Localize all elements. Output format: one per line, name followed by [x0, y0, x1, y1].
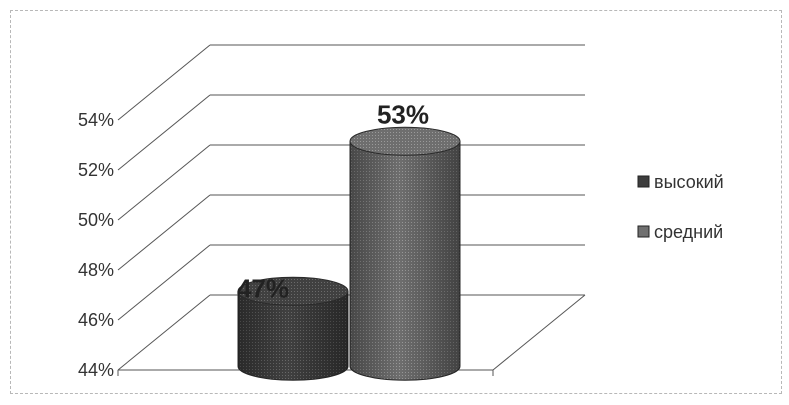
y-tick-label: 52%	[78, 160, 114, 180]
legend: высокий средний	[637, 172, 724, 242]
gridline-side	[117, 244, 211, 321]
data-label: 47%	[237, 273, 289, 303]
legend-label: средний	[654, 222, 723, 242]
y-tick-label: 48%	[78, 260, 114, 280]
floor-right-edge	[492, 294, 586, 371]
legend-label: высокий	[654, 172, 724, 192]
legend-swatch	[637, 225, 650, 238]
gridline-side	[117, 294, 211, 371]
data-labels: 47% 53%	[237, 99, 429, 303]
bar-shading	[238, 291, 348, 381]
bar-shading	[350, 141, 460, 381]
bar-высокий	[237, 276, 349, 381]
bar-top	[237, 276, 349, 306]
bar-top	[349, 126, 461, 156]
y-tick-label: 50%	[78, 210, 114, 230]
gridline-side	[117, 144, 211, 221]
gridline-side	[117, 44, 211, 121]
y-tick-label: 46%	[78, 310, 114, 330]
chart-frame	[10, 10, 782, 394]
gridline-side	[117, 194, 211, 271]
bars	[237, 126, 461, 381]
bar-средний	[349, 126, 461, 381]
legend-swatch	[637, 175, 650, 188]
data-label: 53%	[377, 99, 429, 129]
y-axis: 44% 46% 48% 50% 52% 54%	[78, 110, 114, 380]
y-tick-label: 54%	[78, 110, 114, 130]
gridline-side	[117, 94, 211, 171]
y-tick-label: 44%	[78, 360, 114, 380]
